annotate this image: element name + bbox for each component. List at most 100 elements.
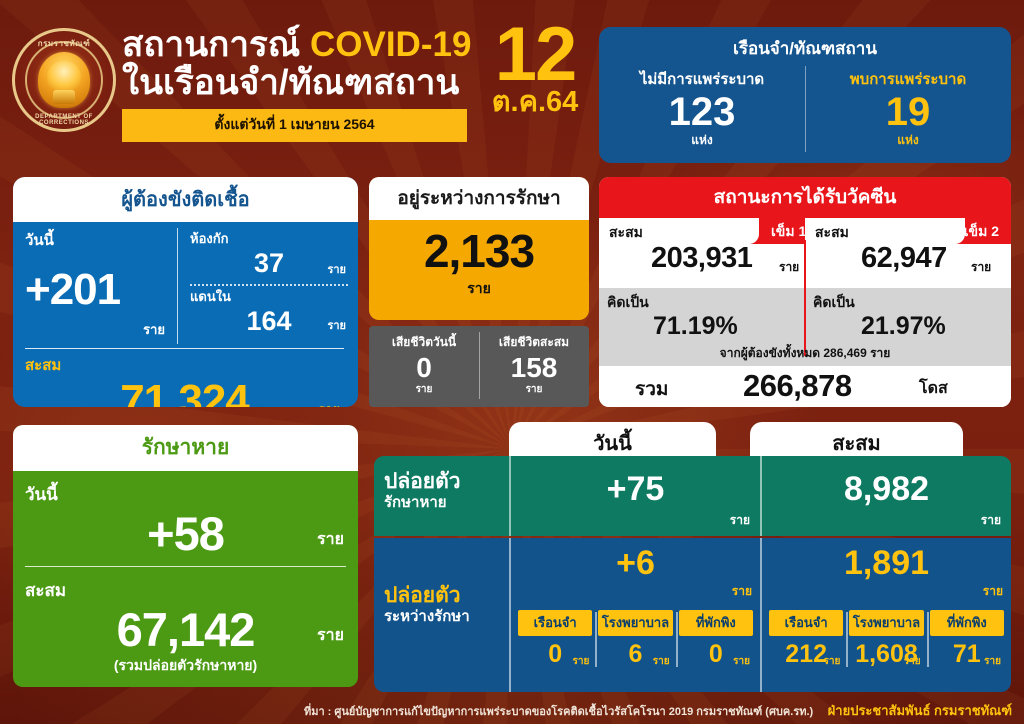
breakdown-cell: โรงพยาบาล 6 ราย <box>595 610 675 667</box>
infected-breakdown: ห้องกัก 37 ราย แดนใน 164 ราย <box>177 228 348 344</box>
outbreak-stat: พบการแพร่ระบาด 19 แห่ง <box>805 62 1011 162</box>
infected-inner-zone: แดนใน 164 ราย <box>190 284 348 340</box>
breakdown-value: 6 <box>628 640 643 668</box>
release-recovered-cumulative-unit: ราย <box>980 513 1001 527</box>
infected-inner-value: 164 <box>246 306 292 336</box>
outbreak-value: 19 <box>885 90 931 134</box>
release-during-cumulative: 1,891 ราย เรือนจำ 212 ราย โรงพยาบาล 1,60… <box>760 538 1011 692</box>
logo-english-text: DEPARTMENT OF CORRECTIONS <box>35 114 93 126</box>
recovered-today-label: วันนี้ <box>25 485 58 504</box>
infected-cumulative-label: สะสม <box>25 357 62 374</box>
deaths-cumulative-unit: ราย <box>525 384 543 396</box>
release-recovered-cumulative-value: 8,982 <box>843 470 930 508</box>
breakdown-value: 0 <box>708 640 723 668</box>
recovered-today: วันนี้ +58 ราย <box>25 471 346 567</box>
release-recovered-cumulative: 8,982 ราย <box>760 456 1011 536</box>
dose1-cumulative-unit: ราย <box>779 260 800 274</box>
recovered-cumulative-unit: ราย <box>317 627 344 644</box>
dose2-cumulative-value: 62,947 <box>861 242 947 274</box>
vaccination-percent-row: คิดเป็น 71.19% คิดเป็น 21.97% จากผู้ต้อง… <box>599 240 1011 366</box>
dose1-tab-panel <box>599 218 759 244</box>
breakdown-value: 0 <box>548 640 563 668</box>
dose1-cumulative-value: 203,931 <box>651 242 753 274</box>
vaccination-column-divider <box>804 240 806 356</box>
title-block: สถานการณ์ COVID-19 ในเรือนจำ/ทัณฑสถาน ตั… <box>122 26 482 142</box>
release-during-label: ปล่อยตัว ระหว่างรักษา <box>374 538 509 692</box>
breakdown-value: 71 <box>952 640 981 668</box>
breakdown-cell: เรือนจำ 0 ราย <box>515 610 595 667</box>
under-treatment-card: อยู่ระหว่างการรักษา 2,133 ราย <box>369 177 589 320</box>
breakdown-value: 212 <box>785 640 828 668</box>
no-outbreak-label: ไม่มีการแพร่ระบาด <box>639 71 765 88</box>
report-month: ต.ค.64 <box>491 85 579 118</box>
dose1-tab-label: เข็ม 1 <box>771 223 807 239</box>
recovered-cumulative-value: 67,142 <box>116 603 256 656</box>
release-during-today: +6 ราย เรือนจำ 0 ราย โรงพยาบาล 6 ราย ที่… <box>509 538 760 692</box>
vaccination-status-card: สถานะการได้รับวัคซีน สะสม สะสม เข็ม 1 เข… <box>599 177 1011 407</box>
page-title-line2: ในเรือนจำ/ทัณฑสถาน <box>122 62 460 102</box>
release-tab-cumulative[interactable]: สะสม <box>750 422 963 456</box>
release-recovered-row: ปล่อยตัว รักษาหาย +75 ราย 8,982 ราย <box>374 456 1011 536</box>
infected-inner-unit: ราย <box>327 320 346 332</box>
under-treatment-value: 2,133 <box>423 225 535 277</box>
deaths-cumulative-label: เสียชีวิตสะสม <box>498 335 570 349</box>
deaths-today-value: 0 <box>416 352 432 383</box>
report-date: 12 ต.ค.64 <box>470 12 600 118</box>
dose2-cumulative-unit: ราย <box>971 260 992 274</box>
under-treatment-unit: ราย <box>467 280 491 296</box>
deaths-today: เสียชีวิตวันนี้ 0 ราย <box>369 326 479 407</box>
deaths-cumulative-value: 158 <box>510 352 558 383</box>
report-day: 12 <box>494 12 578 97</box>
footer-department: ฝ่ายประชาสัมพันธ์ กรมราชทัณฑ์ <box>827 703 1012 718</box>
release-tab-today[interactable]: วันนี้ <box>509 422 716 456</box>
breakdown-cell: ที่พักพิง 71 ราย <box>926 610 1007 668</box>
release-recovered-label: ปล่อยตัว รักษาหาย <box>374 456 509 536</box>
logo-crest-icon <box>38 52 90 108</box>
breakdown-chip-label: เรือนจำ <box>769 610 844 636</box>
breakdown-unit: ราย <box>733 656 750 667</box>
dose1-percent-label: คิดเป็น <box>607 294 649 310</box>
dose2-tab-panel <box>805 218 965 244</box>
outbreak-unit: แห่ง <box>897 133 919 147</box>
no-outbreak-stat: ไม่มีการแพร่ระบาด 123 แห่ง <box>599 62 805 162</box>
vaccination-sum-unit: โดส <box>919 380 948 397</box>
breakdown-value: 1,608 <box>855 640 918 668</box>
infected-quarantine-unit: ราย <box>327 264 346 276</box>
breakdown-chip-label: ที่พักพิง <box>929 610 1004 636</box>
breakdown-unit: ราย <box>572 656 590 667</box>
deaths-cumulative: เสียชีวิตสะสม 158 ราย <box>479 326 589 407</box>
page-title-line1: สถานการณ์ COVID-19 <box>122 26 482 64</box>
infected-quarantine-label: ห้องกัก <box>190 231 229 246</box>
infected-cumulative-unit: ราย <box>318 399 340 407</box>
recovered-note: (รวมปล่อยตัวรักษาหาย) <box>113 657 258 673</box>
recovered-today-value: +58 <box>147 507 225 560</box>
infected-cumulative-value: 71,324 <box>120 376 250 408</box>
recovered-cumulative-label: สะสม <box>25 581 67 600</box>
release-during-today-unit: ราย <box>731 584 752 598</box>
breakdown-cell: เรือนจำ 212 ราย <box>766 610 846 667</box>
deaths-card: เสียชีวิตวันนี้ 0 ราย เสียชีวิตสะสม 158 … <box>369 326 589 407</box>
release-during-label-line1: ปล่อยตัว <box>384 584 461 607</box>
no-outbreak-unit: แห่ง <box>691 133 713 147</box>
breakdown-unit: ราย <box>984 656 1001 667</box>
date-range-strip: ตั้งแต่วันที่ 1 เมษายน 2564 <box>122 108 467 142</box>
page-footer: ที่มา : ศูนย์บัญชาการแก้ไขปัญหาการแพร่ระ… <box>0 700 1024 721</box>
department-logo: กรมราชทัณฑ์ DEPARTMENT OF CORRECTIONS <box>12 28 116 132</box>
breakdown-chip-label: เรือนจำ <box>518 610 593 636</box>
release-recovered-today-unit: ราย <box>729 513 750 527</box>
dose2-cumulative-label: สะสม <box>815 224 849 240</box>
recovered-title: รักษาหาย <box>13 425 358 471</box>
release-during-cumulative-breakdown: เรือนจำ 212 ราย โรงพยาบาล 1,608 ราย ที่พ… <box>766 610 1007 667</box>
infected-body: วันนี้ +201 ราย ห้องกัก 37 ราย แดนใน 164… <box>13 222 358 344</box>
under-treatment-title: อยู่ระหว่างการรักษา <box>369 177 589 220</box>
recovered-cumulative: สะสม 67,142 ราย (รวมปล่อยตัวรักษาหาย) <box>25 567 346 687</box>
dose1-cumulative-label: สะสม <box>609 224 643 240</box>
prison-facilities-card: เรือนจำ/ทัณฑสถาน ไม่มีการแพร่ระบาด 123 แ… <box>599 27 1011 163</box>
dose1-percent-value: 71.19% <box>653 312 738 340</box>
prison-facilities-title: เรือนจำ/ทัณฑสถาน <box>733 39 877 58</box>
vaccination-sum-value: 266,878 <box>743 368 852 403</box>
deaths-today-unit: ราย <box>415 384 433 396</box>
breakdown-cell: โรงพยาบาล 1,608 ราย <box>846 610 926 667</box>
breakdown-unit: ราย <box>903 656 921 667</box>
prison-facilities-columns: ไม่มีการแพร่ระบาด 123 แห่ง พบการแพร่ระบา… <box>599 62 1011 162</box>
